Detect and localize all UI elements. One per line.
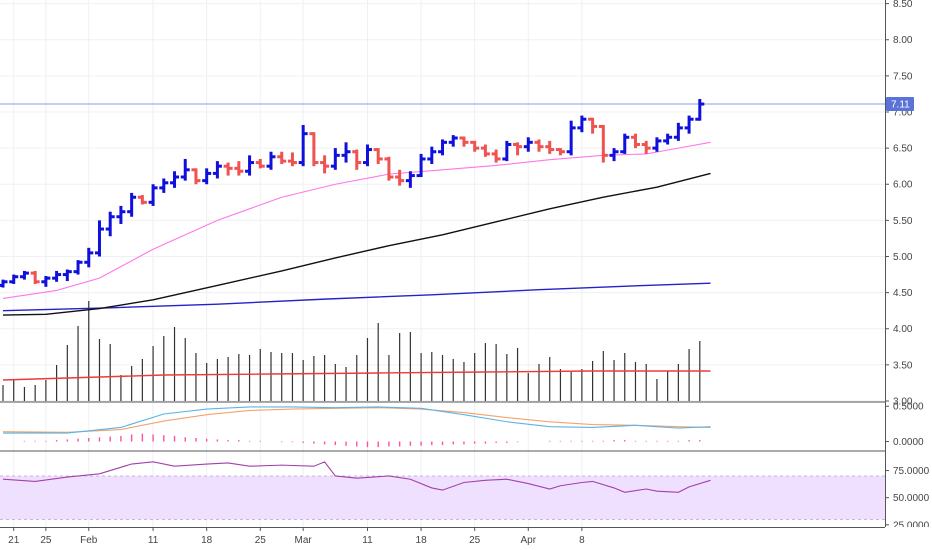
price-tick-label: 5.50 — [893, 216, 913, 227]
price-tick-label: 7.50 — [893, 71, 913, 82]
time-tick-label: 8 — [579, 535, 585, 546]
time-tick-label: 21 — [8, 535, 20, 546]
price-tick-label: 7.00 — [893, 107, 913, 118]
price-tick-label: 4.50 — [893, 288, 913, 299]
macd-signal-line — [2, 407, 711, 433]
price-tick-label: 5.00 — [893, 252, 913, 263]
rsi-tick-label: 25.0000 — [893, 520, 930, 531]
time-tick-label: 25 — [255, 535, 267, 546]
time-tick-label: Apr — [520, 535, 536, 546]
price-tick-label: 4.00 — [893, 324, 913, 335]
rsi-tick-label: 75.0000 — [893, 466, 930, 477]
time-tick-label: 25 — [40, 535, 52, 546]
time-tick-label: 25 — [469, 535, 481, 546]
last-price-label: 7.11 — [891, 100, 910, 111]
rsi-tick-label: 50.0000 — [893, 493, 930, 504]
time-tick-label: 18 — [201, 535, 213, 546]
macd-tick-label: 0.5000 — [893, 402, 924, 413]
time-tick-label: Mar — [295, 535, 313, 546]
ma-long-line — [2, 282, 711, 312]
time-tick-label: 11 — [362, 535, 373, 546]
price-tick-label: 6.00 — [893, 180, 913, 191]
macd-line — [3, 406, 711, 434]
time-tick-label: 18 — [416, 535, 428, 546]
time-tick-label: Feb — [80, 535, 98, 546]
price-axis-background — [885, 0, 932, 550]
price-tick-label: 3.50 — [893, 360, 913, 371]
rsi-line — [2, 461, 711, 493]
ma-mid-line — [2, 172, 711, 316]
price-tick-label: 3.00 — [893, 397, 913, 408]
rsi-band — [0, 475, 885, 520]
price-tick-label: 8.50 — [893, 0, 913, 10]
price-tick-label: 6.50 — [893, 144, 913, 155]
time-tick-label: 11 — [148, 535, 159, 546]
price-tick-label: 8.00 — [893, 35, 913, 46]
macd-tick-label: 0.0000 — [893, 437, 924, 448]
time-axis-background — [0, 527, 932, 550]
last-price-tag[interactable] — [886, 97, 914, 112]
volume-ma-line — [2, 370, 711, 381]
